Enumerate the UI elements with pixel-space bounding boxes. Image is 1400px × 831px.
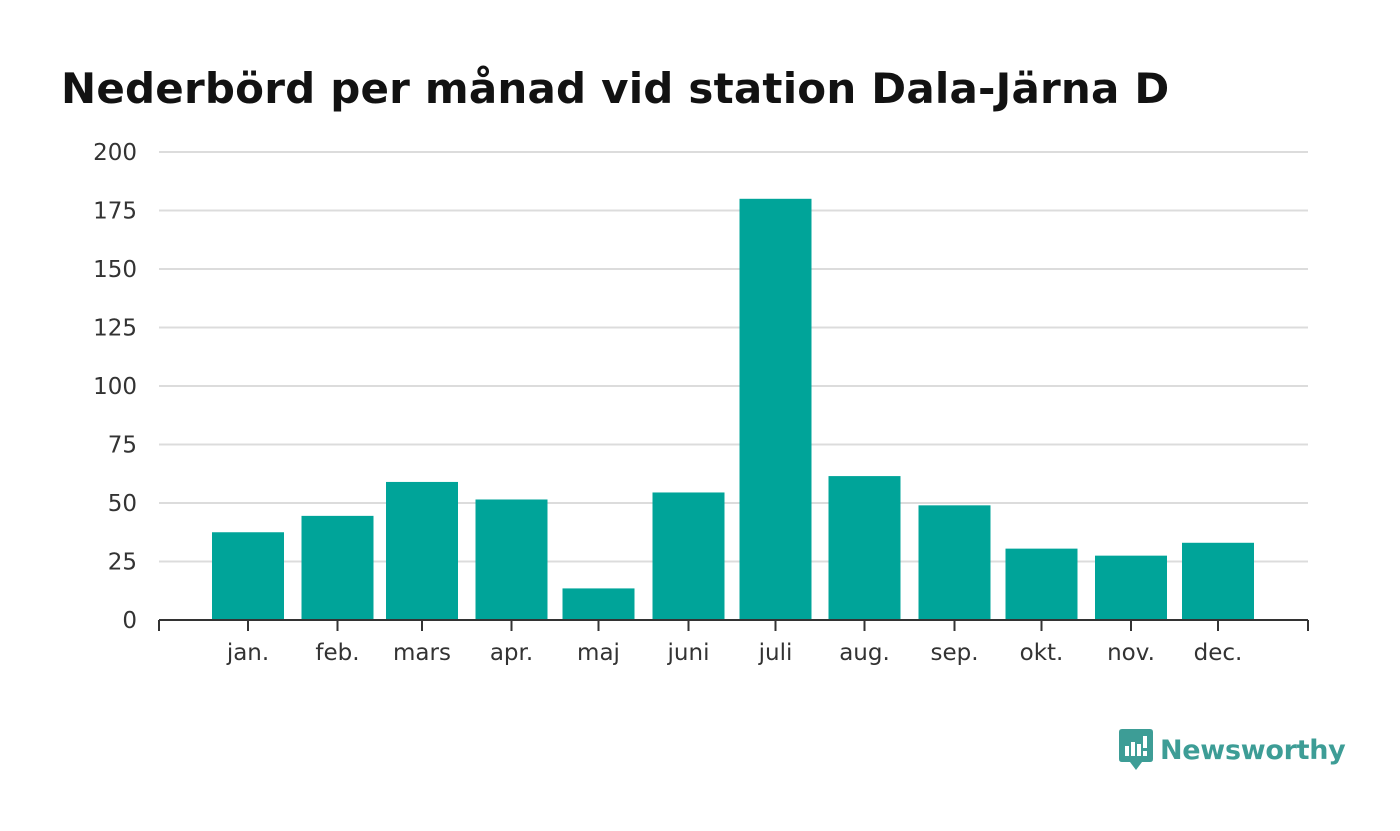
x-tick-label: sep. bbox=[930, 640, 978, 666]
y-tick-label: 125 bbox=[93, 316, 137, 342]
newsworthy-logo-icon bbox=[1119, 729, 1153, 770]
x-tick-label: apr. bbox=[490, 640, 533, 666]
chart-title: Nederbörd per månad vid station Dala-Jär… bbox=[61, 64, 1170, 113]
x-axis bbox=[158, 619, 1309, 631]
bar bbox=[386, 481, 458, 620]
y-tick-label: 50 bbox=[108, 491, 137, 517]
x-tick-label: jan. bbox=[226, 640, 269, 666]
x-tick-label: juni bbox=[667, 640, 710, 666]
x-tick-label: aug. bbox=[839, 640, 890, 666]
brand-logo: Newsworthy bbox=[1118, 728, 1346, 772]
y-tick-label: 175 bbox=[93, 199, 137, 225]
y-tick-label: 25 bbox=[108, 550, 137, 576]
x-tick-label: juli bbox=[758, 640, 793, 666]
x-tick-label: maj bbox=[577, 640, 620, 666]
x-axis-ticks: jan. feb. mars apr. maj juni juli aug. sep. okt. n… bbox=[226, 620, 1243, 666]
y-tick-label: 200 bbox=[93, 140, 137, 166]
bar bbox=[301, 515, 374, 620]
y-tick-label: 150 bbox=[93, 257, 137, 283]
y-tick-label: 100 bbox=[93, 374, 137, 400]
bars bbox=[212, 198, 1254, 621]
bar bbox=[475, 499, 548, 620]
y-tick-label: 0 bbox=[122, 608, 137, 634]
x-tick-label: feb. bbox=[315, 640, 359, 666]
bar bbox=[1182, 542, 1254, 620]
bar bbox=[212, 532, 284, 620]
bar bbox=[828, 476, 901, 620]
y-tick-label: 75 bbox=[108, 433, 137, 459]
bar bbox=[1005, 548, 1078, 620]
bar bbox=[1095, 555, 1167, 620]
bar bbox=[918, 505, 991, 620]
gridlines bbox=[159, 151, 1308, 563]
x-tick-label: mars bbox=[393, 640, 451, 666]
bar bbox=[652, 492, 725, 620]
bar bbox=[562, 588, 635, 620]
x-tick-label: okt. bbox=[1020, 640, 1064, 666]
bar bbox=[739, 198, 812, 621]
brand-name: Newsworthy bbox=[1160, 734, 1346, 766]
y-axis-ticks: 0 25 50 75 100 125 150 175 200 bbox=[93, 140, 137, 634]
x-tick-label: dec. bbox=[1194, 640, 1243, 666]
x-tick-label: nov. bbox=[1107, 640, 1155, 666]
